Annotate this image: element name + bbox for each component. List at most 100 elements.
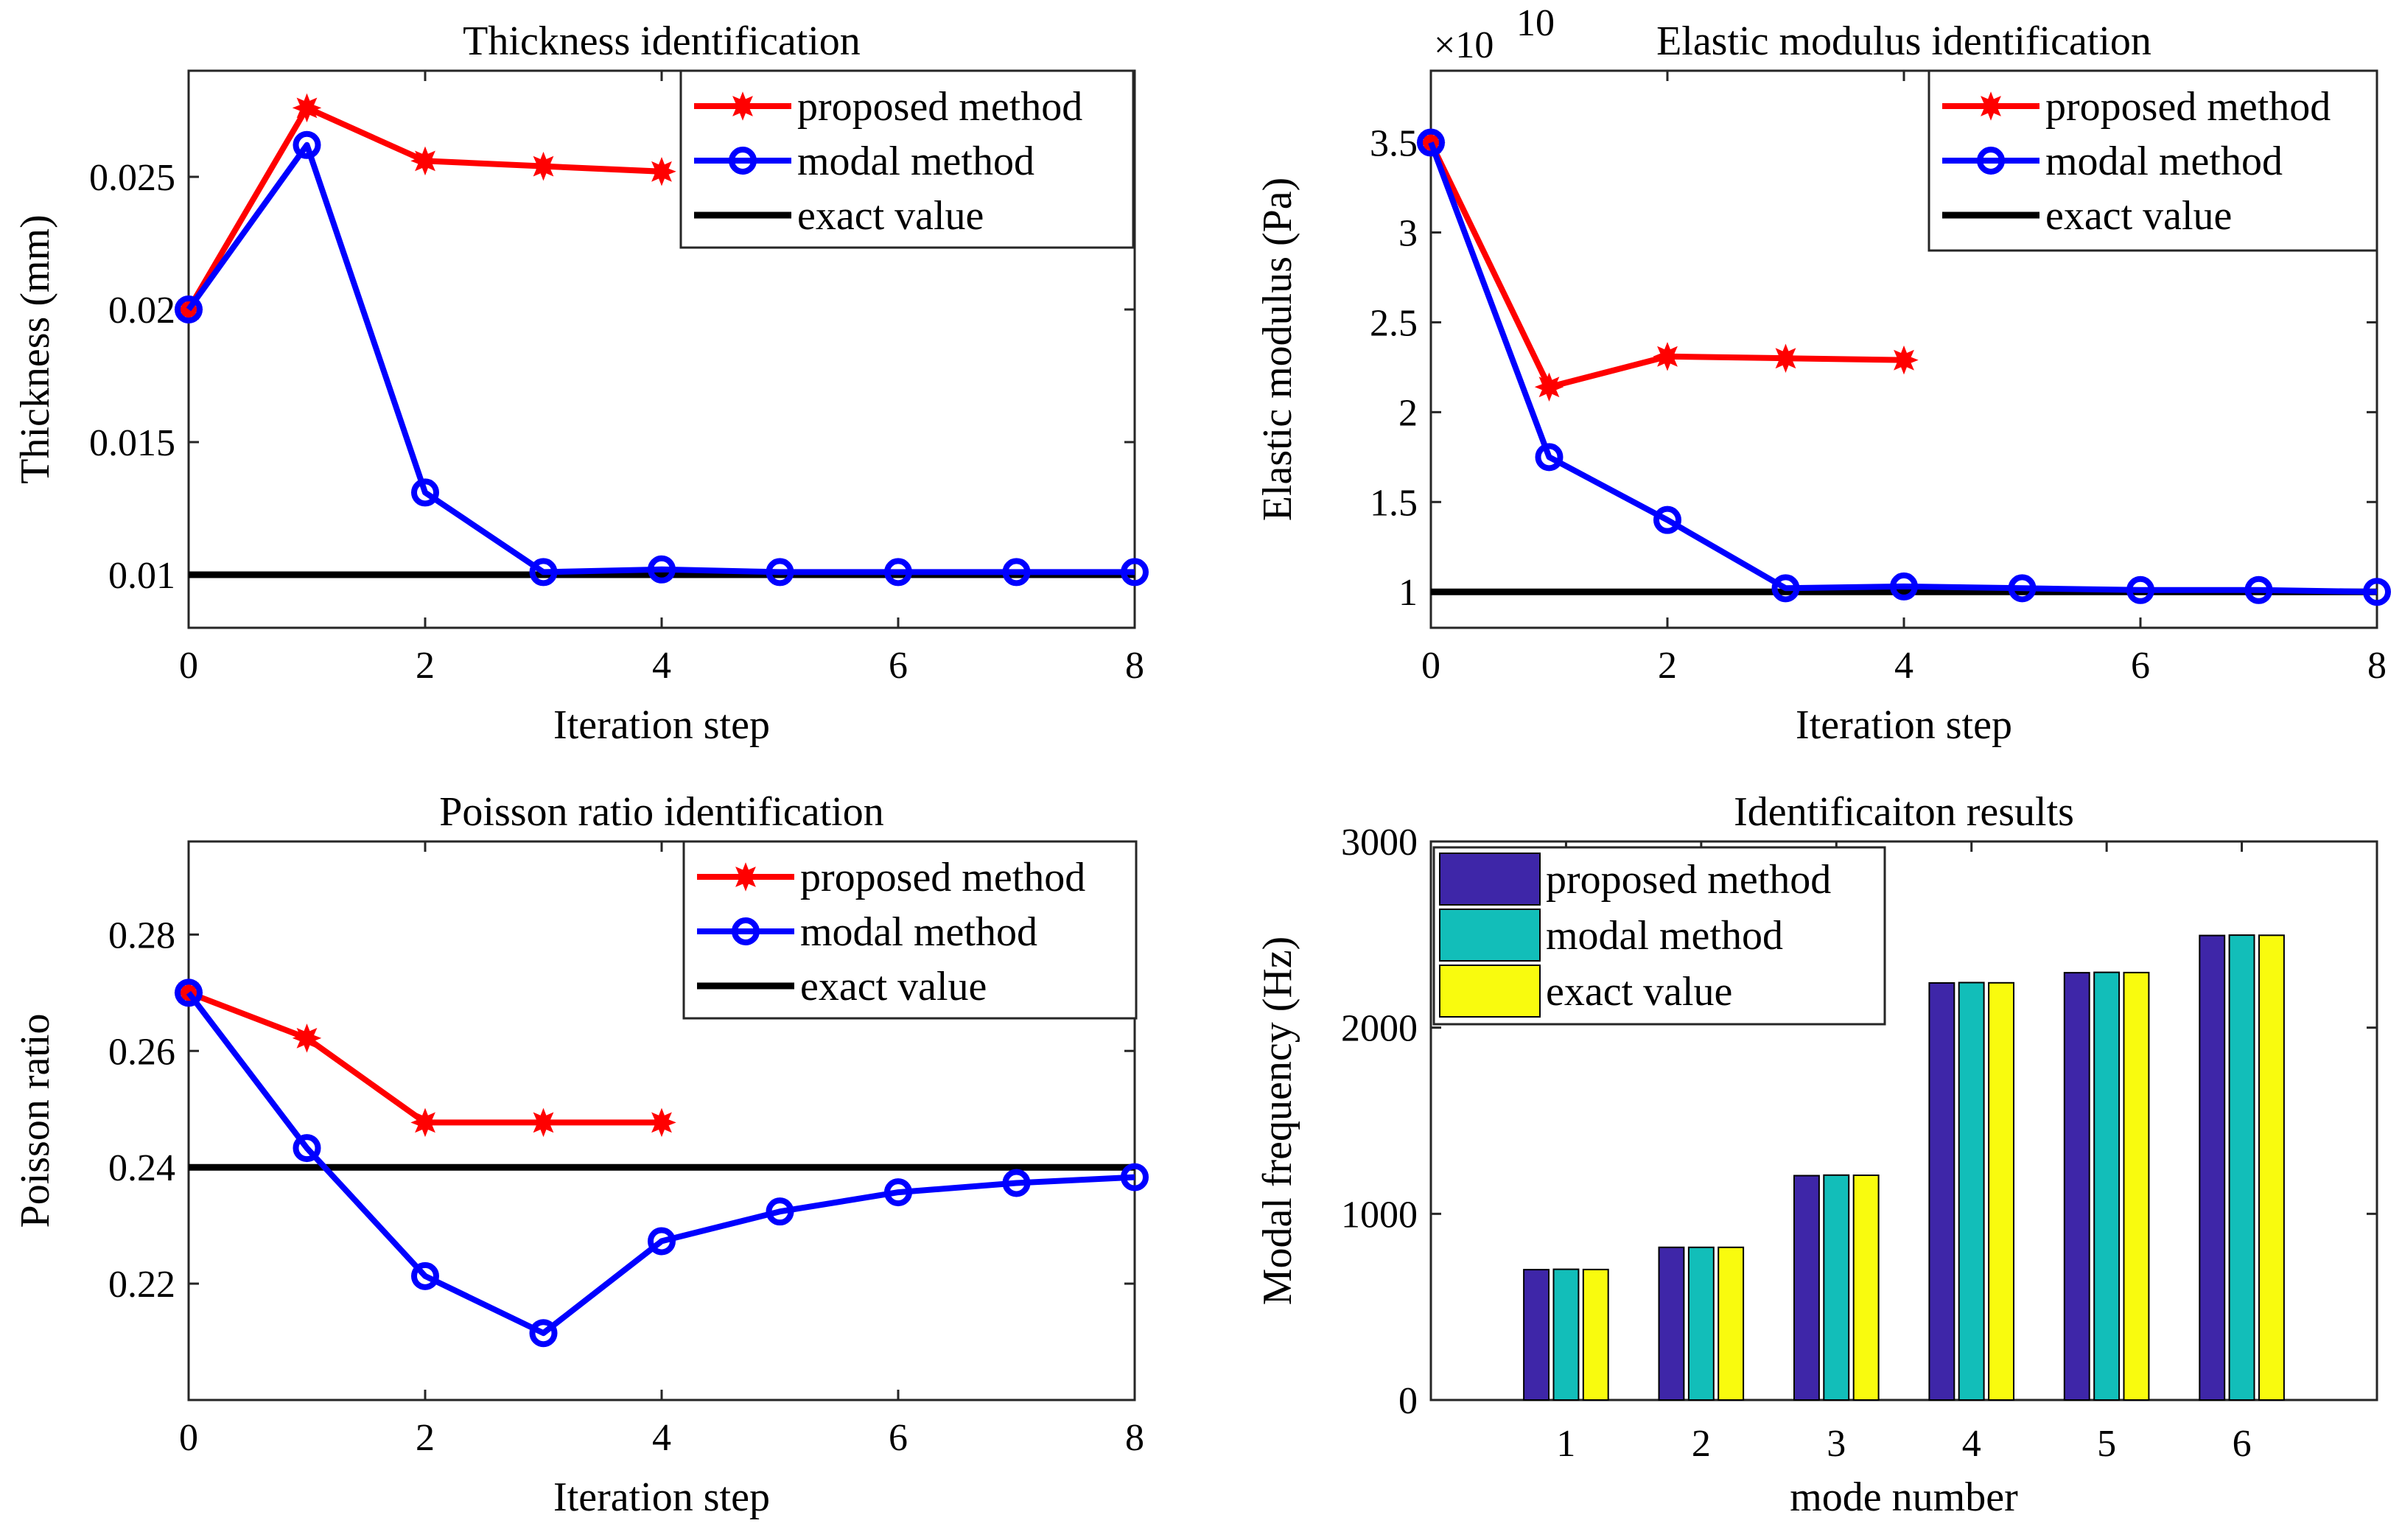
x-tick-label: 4 <box>652 645 671 687</box>
bar <box>1582 1268 1609 1401</box>
series-modal-method <box>175 979 1149 1348</box>
bar <box>2063 972 2090 1401</box>
y-exponent-base: ×10 <box>1434 24 1494 66</box>
data-point <box>884 1178 912 1207</box>
data-point <box>175 979 203 1007</box>
y-tick-label: 0.24 <box>108 1147 175 1189</box>
legend-swatch <box>1439 909 1541 962</box>
series-proposed-method <box>174 93 676 324</box>
x-tick-label: 1 <box>1556 1423 1575 1465</box>
y-tick-label: 1000 <box>1341 1194 1418 1236</box>
x-tick-label: 8 <box>2367 645 2387 687</box>
bar <box>2199 934 2226 1401</box>
y-tick-label: 0.01 <box>108 555 175 597</box>
x-tick-label: 6 <box>889 645 908 687</box>
bar <box>1823 1174 1850 1401</box>
data-point <box>2244 575 2273 604</box>
legend-label: modal method <box>797 139 1034 184</box>
y-exponent-power: 10 <box>1516 2 1555 44</box>
y-tick-label: 3 <box>1398 212 1418 254</box>
data-point <box>529 558 558 587</box>
data-point <box>648 1227 676 1256</box>
legend-label: proposed method <box>1546 857 1831 903</box>
y-tick-label: 2000 <box>1341 1008 1418 1050</box>
x-axis-label: Iteration step <box>553 702 770 748</box>
data-point <box>410 1107 440 1138</box>
data-point <box>1889 345 1919 375</box>
legend-label: modal method <box>2045 139 2283 184</box>
chart-title: Thickness identification <box>463 18 861 64</box>
data-point <box>529 1319 558 1348</box>
x-tick-label: 4 <box>652 1417 671 1459</box>
chart-title: Identificaiton results <box>1734 789 2074 835</box>
y-axis-label: Elastic modulus (Pa) <box>1255 178 1300 522</box>
legend-label: proposed method <box>2045 84 2331 130</box>
x-tick-label: 2 <box>1692 1423 1711 1465</box>
data-point <box>2008 574 2037 603</box>
x-tick-label: 2 <box>1658 645 1677 687</box>
legend: proposed method modal method exact value <box>679 69 1135 249</box>
data-point <box>1535 443 1564 472</box>
legend-label: exact value <box>2045 193 2232 239</box>
y-tick-label: 0 <box>1398 1380 1418 1422</box>
data-point <box>528 1107 559 1138</box>
bar <box>1523 1269 1550 1401</box>
bar <box>1552 1268 1580 1401</box>
series-line <box>1428 141 2378 595</box>
legend: proposed method modal method exact value <box>1432 846 1886 1026</box>
data-point <box>1653 505 1681 534</box>
y-tick-label: 0.22 <box>108 1264 175 1306</box>
data-point <box>528 151 559 181</box>
chart-poisson: Poisson ratio identification Iteration st… <box>13 789 1149 1520</box>
bar <box>1988 981 2015 1401</box>
legend-marker <box>731 862 760 892</box>
data-point <box>292 1023 322 1053</box>
data-point <box>293 1134 321 1163</box>
data-point <box>293 130 321 159</box>
y-tick-label: 1.5 <box>1370 482 1418 524</box>
data-point <box>175 295 203 323</box>
bar <box>2123 971 2150 1401</box>
chart-freq: Identificaiton results mode number Modal f… <box>1255 789 2378 1520</box>
x-axis-label: Iteration step <box>553 1474 770 1520</box>
data-point <box>410 146 440 176</box>
legend: proposed method modal method exact value <box>1927 69 2378 252</box>
y-tick-label: 0.02 <box>108 290 175 332</box>
y-axis-label: Poisson ratio <box>13 1014 58 1228</box>
x-tick-label: 6 <box>2233 1423 2252 1465</box>
x-tick-label: 5 <box>2097 1423 2116 1465</box>
bar <box>1658 1246 1685 1401</box>
data-point <box>647 1107 676 1138</box>
x-tick-label: 0 <box>179 1417 198 1459</box>
y-tick-label: 3.5 <box>1370 123 1418 165</box>
y-axis-label: Thickness (mm) <box>13 214 58 483</box>
data-point <box>1534 372 1564 402</box>
legend-marker <box>732 917 760 945</box>
series-modal-method <box>175 130 1149 587</box>
bar <box>2228 934 2255 1401</box>
chart-thickness: Thickness identification Iteration step Th… <box>13 18 1149 748</box>
bar <box>1852 1175 1880 1401</box>
data-point <box>411 1261 439 1290</box>
legend-marker <box>1976 91 2006 121</box>
data-point <box>1002 1169 1031 1197</box>
legend-swatch <box>1439 965 1541 1018</box>
legend: proposed method modal method exact value <box>682 840 1138 1020</box>
x-tick-label: 0 <box>179 645 198 687</box>
legend-label: exact value <box>797 193 984 239</box>
chart-title: Elastic modulus identification <box>1656 18 2151 64</box>
series-proposed-method <box>1523 934 2226 1401</box>
x-tick-label: 6 <box>2131 645 2150 687</box>
x-tick-label: 2 <box>416 1417 435 1459</box>
bar <box>1718 1246 1745 1401</box>
bar <box>1928 982 1955 1401</box>
y-tick-label: 0.26 <box>108 1031 175 1073</box>
x-tick-label: 2 <box>416 645 435 687</box>
bar <box>2093 971 2121 1401</box>
legend-label: exact value <box>800 964 987 1009</box>
legend-label: modal method <box>800 909 1037 955</box>
y-tick-label: 0.025 <box>89 157 175 199</box>
bar <box>2258 934 2285 1401</box>
data-point <box>1771 343 1801 373</box>
